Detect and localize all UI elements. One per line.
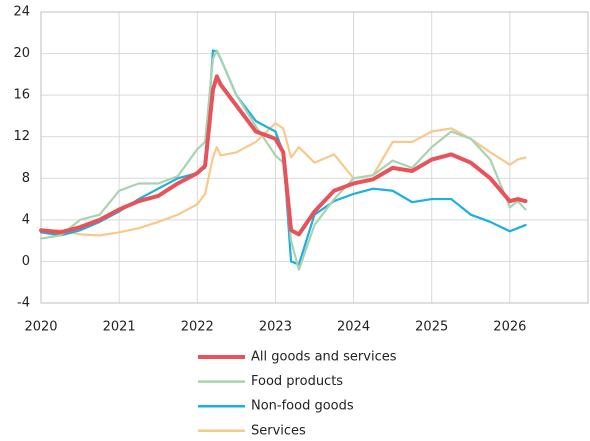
series-line (39, 49, 527, 271)
legend-label: Services (251, 423, 306, 438)
x-tick-label: 2025 (415, 320, 448, 335)
y-tick-label: 16 (13, 88, 30, 103)
y-tick-label: 8 (22, 171, 30, 186)
series-line (39, 122, 527, 237)
y-tick-label: 24 (13, 5, 30, 20)
x-tick-label: 2021 (103, 320, 136, 335)
legend-label: Food products (251, 374, 343, 389)
x-tick-label: 2022 (181, 320, 214, 335)
plot-frame (40, 11, 589, 304)
y-tick-label: -4 (17, 296, 30, 311)
series-line (39, 74, 528, 237)
legend-label: All goods and services (251, 350, 397, 365)
y-tick-label: 20 (13, 46, 30, 61)
x-tick-label: 2024 (337, 320, 370, 335)
legend-label: Non-food goods (251, 399, 354, 414)
y-tick-label: 12 (13, 129, 30, 144)
x-tick-label: 2020 (24, 320, 57, 335)
y-tick-label: 4 (22, 212, 30, 227)
y-tick-label: 0 (22, 254, 30, 269)
x-tick-label: 2023 (259, 320, 292, 335)
x-tick-label: 2026 (493, 320, 526, 335)
